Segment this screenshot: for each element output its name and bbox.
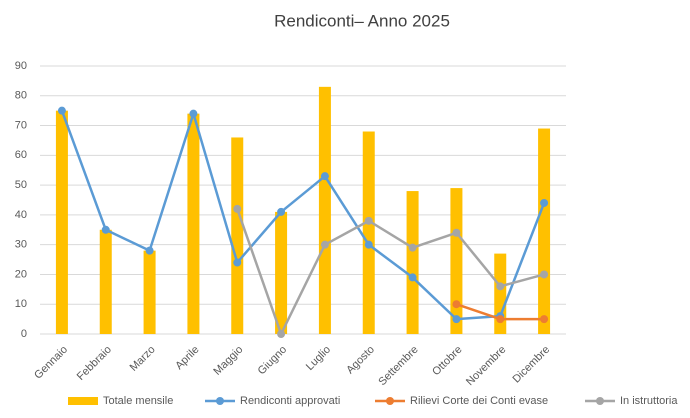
legend-swatch — [386, 397, 394, 405]
chart-title: Rendiconti– Anno 2025 — [274, 11, 450, 30]
line-marker — [408, 273, 417, 282]
y-tick-label: 80 — [15, 90, 27, 102]
line-marker — [364, 240, 373, 249]
line-marker — [57, 106, 66, 115]
bar — [362, 131, 375, 334]
legend-swatch — [216, 397, 224, 405]
line-marker — [277, 330, 286, 338]
y-tick-label: 0 — [21, 328, 27, 340]
x-tick-label: Febbraio — [75, 344, 114, 383]
x-tick-label: Ottobre — [430, 344, 464, 378]
x-tick-label: Novembre — [464, 344, 508, 388]
line-marker — [364, 216, 373, 225]
x-tick-label: Maggio — [211, 344, 245, 378]
bar — [143, 250, 156, 334]
line-marker — [496, 282, 505, 291]
bar — [99, 229, 112, 334]
y-tick-label: 50 — [15, 179, 27, 191]
y-tick-label: 30 — [15, 239, 27, 251]
legend-swatch — [68, 397, 98, 405]
line-marker — [540, 198, 549, 207]
y-tick-label: 70 — [15, 119, 27, 131]
bar — [538, 128, 551, 334]
line-marker — [408, 243, 417, 252]
line-marker — [145, 246, 154, 255]
line-marker — [320, 240, 329, 249]
y-tick-label: 20 — [15, 268, 27, 280]
legend-label: Rilievi Corte dei Conti evase — [410, 395, 548, 407]
x-tick-label: Aprile — [173, 344, 201, 372]
bar — [231, 137, 244, 334]
bar — [187, 113, 200, 335]
line-marker — [540, 315, 549, 324]
x-tick-label: Agosto — [344, 344, 377, 377]
line-marker — [233, 258, 242, 267]
y-tick-label: 60 — [15, 149, 27, 161]
line-marker — [452, 300, 461, 309]
bar — [406, 191, 419, 334]
line-marker — [101, 225, 110, 234]
legend-label: Rendiconti approvati — [240, 395, 340, 407]
x-tick-label: Dicembre — [510, 344, 552, 386]
line-marker — [277, 207, 286, 216]
line-marker — [233, 204, 242, 213]
bar — [318, 86, 331, 334]
line-marker — [540, 270, 549, 279]
y-tick-label: 90 — [15, 60, 27, 72]
legend-label: Totale mensile — [103, 395, 173, 407]
bar — [55, 110, 68, 335]
line-marker — [452, 315, 461, 324]
legend-label: In istruttoria — [620, 395, 678, 407]
x-tick-label: Gennaio — [32, 344, 70, 382]
x-tick-label: Giugno — [256, 344, 290, 378]
x-tick-label: Luglio — [304, 344, 333, 373]
line-marker — [189, 109, 198, 118]
bar — [450, 188, 463, 334]
line-marker — [496, 315, 505, 324]
y-tick-label: 10 — [15, 298, 27, 310]
line-marker — [320, 172, 329, 181]
y-tick-label: 40 — [15, 209, 27, 221]
line — [60, 110, 546, 321]
line-marker — [452, 228, 461, 237]
legend-swatch — [596, 397, 604, 405]
line — [236, 208, 545, 336]
bar — [275, 211, 288, 334]
x-tick-label: Marzo — [128, 344, 158, 374]
x-tick-label: Settembre — [376, 344, 420, 388]
